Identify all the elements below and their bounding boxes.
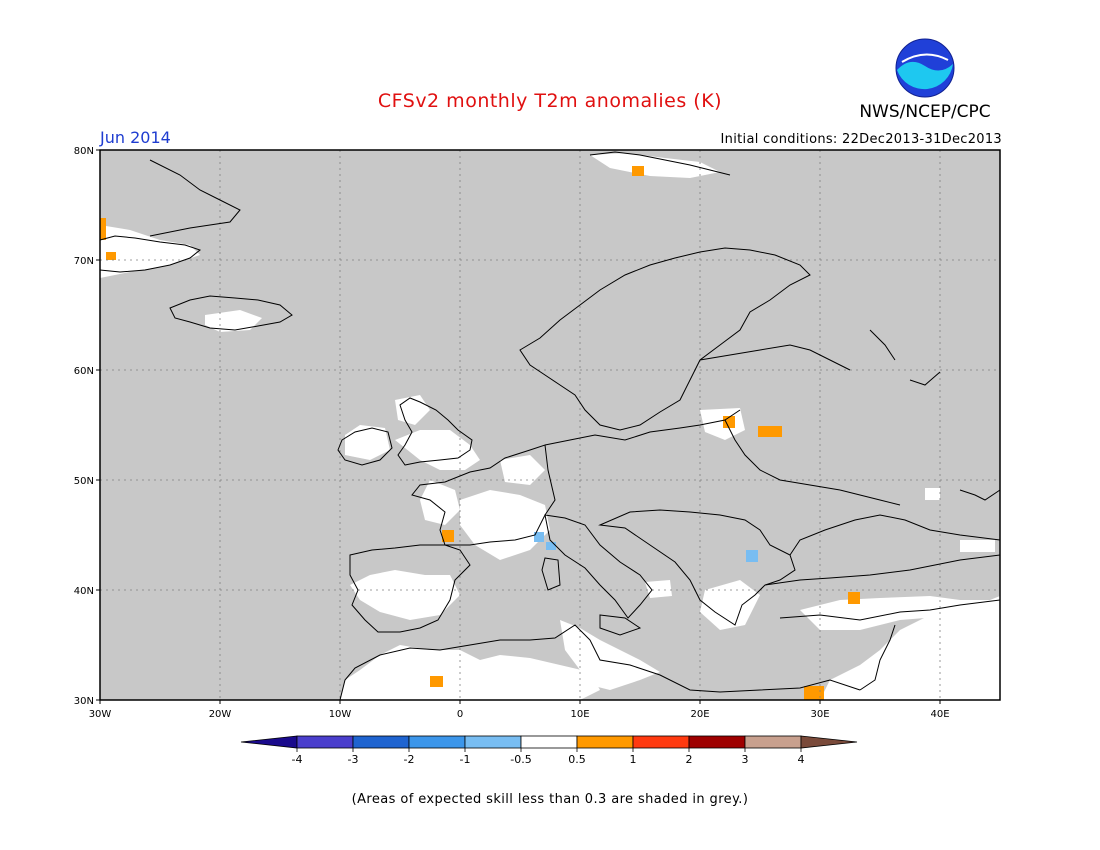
lon-tick-label: 0 <box>457 709 463 720</box>
colorbar-label: -3 <box>348 753 359 766</box>
colorbar-box <box>352 735 410 749</box>
lon-tick-label: 40E <box>930 709 949 720</box>
org-label: NWS/NCEP/CPC <box>859 102 991 122</box>
negative-anomaly-cells <box>534 532 758 562</box>
latitude-tick-labels: 30N 40N 50N 60N 70N 80N <box>74 146 100 707</box>
lon-tick-label: 20E <box>690 709 709 720</box>
noaa-logo <box>895 38 955 98</box>
lon-tick-label: 10W <box>329 709 352 720</box>
map-title: CFSv2 monthly T2m anomalies (K) <box>377 90 723 112</box>
colorbar-box <box>576 735 634 749</box>
skill-note: (Areas of expected skill less than 0.3 a… <box>351 792 749 807</box>
colorbar-label: 3 <box>742 753 749 766</box>
colorbar-box <box>408 735 466 749</box>
colorbar: -4 -3 -2 -1 -0.5 0.5 1 2 3 4 <box>240 735 858 766</box>
forecast-period-label: Jun 2014 <box>100 128 171 147</box>
colorbar-label: -4 <box>292 753 303 766</box>
colorbar-box <box>688 735 746 749</box>
gridlines <box>100 150 1000 700</box>
lon-tick-label: 30W <box>89 709 112 720</box>
colorbar-label: -2 <box>404 753 415 766</box>
colorbar-box <box>296 735 354 749</box>
lat-tick-label: 80N <box>74 146 94 157</box>
colorbar-label: 2 <box>686 753 693 766</box>
colorbar-label: 4 <box>798 753 805 766</box>
lat-tick-label: 70N <box>74 256 94 267</box>
lon-tick-label: 20W <box>209 709 232 720</box>
colorbar-label: -0.5 <box>510 753 531 766</box>
colorbar-label: -1 <box>460 753 471 766</box>
colorbar-arrow-high <box>800 735 858 749</box>
positive-anomaly-cells <box>100 166 860 700</box>
initial-conditions-label: Initial conditions: 22Dec2013-31Dec2013 <box>720 132 1002 147</box>
colorbar-label: 0.5 <box>568 753 586 766</box>
lon-tick-label: 10E <box>570 709 589 720</box>
lat-tick-label: 30N <box>74 696 94 707</box>
colorbar-box <box>632 735 690 749</box>
lat-tick-label: 60N <box>74 366 94 377</box>
colorbar-arrow-low <box>240 735 298 749</box>
lat-tick-label: 50N <box>74 476 94 487</box>
colorbar-box <box>464 735 522 749</box>
colorbar-label: 1 <box>630 753 637 766</box>
colorbar-box <box>520 735 578 749</box>
coastlines <box>99 151 1001 701</box>
lon-tick-label: 30E <box>810 709 829 720</box>
longitude-tick-labels: 30W 20W 10W 0 10E 20E 30E 40E <box>89 700 950 720</box>
lat-tick-label: 40N <box>74 586 94 597</box>
colorbar-box <box>744 735 802 749</box>
